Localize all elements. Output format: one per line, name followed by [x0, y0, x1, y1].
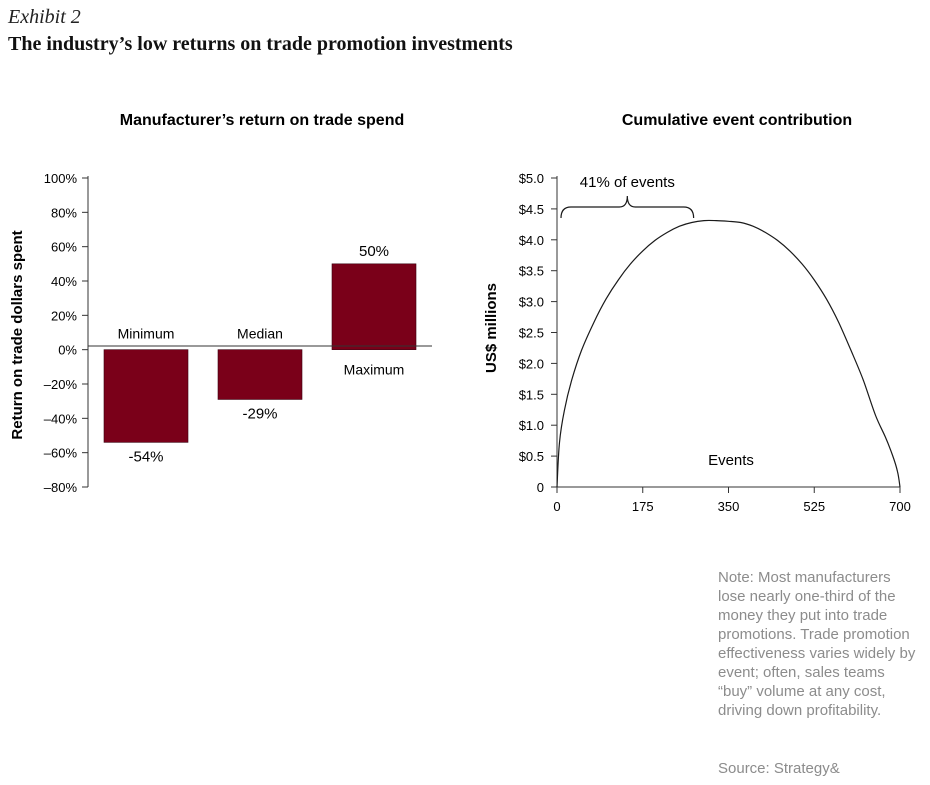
line-chart-x-tick-label: 0 — [553, 499, 560, 514]
line-chart-y-tick-label: $1.5 — [519, 387, 544, 402]
bar-value-label: -54% — [128, 448, 163, 465]
line-chart-cumulative-event-contribution: Cumulative event contribution US$ millio… — [483, 112, 911, 514]
line-chart-y-tick-label: $5.0 — [519, 171, 544, 186]
bar-chart-y-tick-label: 80% — [51, 205, 77, 220]
line-chart-y-tick-label: 0 — [537, 480, 544, 495]
chart-note: Note: Most manufacturers lose nearly one… — [718, 569, 916, 719]
bar-chart-y-tick-label: 60% — [51, 240, 77, 255]
bar-minimum — [103, 349, 189, 443]
events-brace — [560, 195, 695, 219]
bar-chart-y-tick-label: 20% — [51, 308, 77, 323]
line-chart-y-tick-label: $2.0 — [519, 356, 544, 371]
bar-chart-y-tick-label: –20% — [44, 377, 78, 392]
line-chart-y-tick-label: $3.5 — [519, 264, 544, 279]
bar-chart-y-axis-label: Return on trade dollars spent — [9, 230, 26, 439]
brace-annotation-label: 41% of events — [580, 174, 675, 191]
chart-source: Source: Strategy& — [718, 760, 840, 777]
bar-chart-y-tick-label: –40% — [44, 411, 78, 426]
line-chart-title: Cumulative event contribution — [622, 112, 852, 129]
bar-chart-title: Manufacturer’s return on trade spend — [120, 112, 405, 129]
line-chart-y-axis-label: US$ millions — [483, 283, 500, 373]
line-chart-x-axis-label: Events — [708, 452, 754, 469]
line-chart-x-tick-label: 350 — [718, 499, 740, 514]
bar-value-label: -29% — [242, 405, 277, 422]
bar-chart-y-tick-label: –80% — [44, 480, 78, 495]
bar-category-label: Minimum — [118, 326, 175, 342]
bar-chart-y-tick-label: 100% — [44, 171, 78, 186]
bar-chart-y-tick-label: 0% — [58, 343, 77, 358]
line-chart-y-tick-label: $2.5 — [519, 326, 544, 341]
cumulative-contribution-line — [556, 219, 901, 488]
exhibit-label: Exhibit 2 — [8, 6, 81, 28]
bar-chart-y-tick-label: 40% — [51, 274, 77, 289]
line-chart-y-tick-label: $1.0 — [519, 418, 544, 433]
bar-category-label: Median — [237, 326, 283, 342]
bar-category-label: Maximum — [344, 362, 405, 378]
line-chart-y-tick-label: $0.5 — [519, 449, 544, 464]
line-chart-x-tick-label: 525 — [803, 499, 825, 514]
exhibit-title: The industry’s low returns on trade prom… — [8, 33, 513, 55]
bar-chart-y-tick-label: –60% — [44, 446, 78, 461]
line-chart-x-tick-label: 700 — [889, 499, 911, 514]
line-chart-y-tick-label: $4.0 — [519, 233, 544, 248]
bar-value-label: 50% — [359, 243, 389, 260]
line-chart-x-tick-label: 175 — [632, 499, 654, 514]
line-chart-y-tick-label: $4.5 — [519, 202, 544, 217]
line-chart-y-tick-label: $3.0 — [519, 295, 544, 310]
bar-maximum — [331, 263, 417, 350]
bar-chart-return-on-trade-spend: Manufacturer’s return on trade spend Ret… — [9, 112, 432, 495]
bar-median — [217, 349, 303, 400]
